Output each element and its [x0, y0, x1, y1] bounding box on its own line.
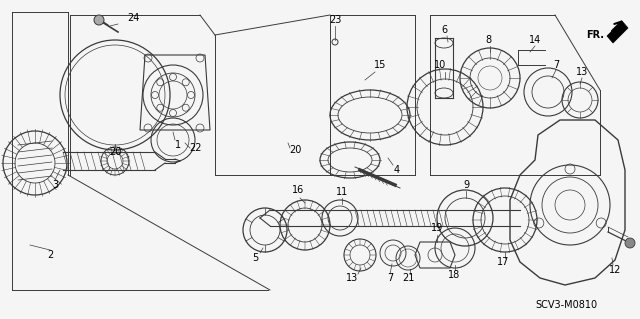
Text: 7: 7 — [553, 60, 559, 70]
Text: 16: 16 — [292, 185, 304, 195]
Text: 14: 14 — [529, 35, 541, 45]
Text: 21: 21 — [402, 273, 414, 283]
Text: 22: 22 — [189, 143, 201, 153]
Polygon shape — [607, 21, 628, 43]
Text: 20: 20 — [289, 145, 301, 155]
Text: 18: 18 — [448, 270, 460, 280]
Text: 13: 13 — [346, 273, 358, 283]
Text: 3: 3 — [52, 180, 58, 190]
Text: 9: 9 — [463, 180, 469, 190]
Text: 12: 12 — [609, 265, 621, 275]
Text: 2: 2 — [47, 250, 53, 260]
Text: 20: 20 — [109, 147, 121, 157]
Text: 24: 24 — [127, 13, 139, 23]
Text: 17: 17 — [497, 257, 509, 267]
Text: 5: 5 — [252, 253, 258, 263]
Text: FR.: FR. — [586, 30, 604, 40]
Text: 11: 11 — [336, 187, 348, 197]
Text: 4: 4 — [394, 165, 400, 175]
Circle shape — [94, 15, 104, 25]
Text: 10: 10 — [434, 60, 446, 70]
Text: 15: 15 — [374, 60, 386, 70]
Text: 8: 8 — [485, 35, 491, 45]
Text: 6: 6 — [441, 25, 447, 35]
Circle shape — [625, 238, 635, 248]
Text: 7: 7 — [387, 273, 393, 283]
Text: 13: 13 — [576, 67, 588, 77]
Text: 19: 19 — [431, 223, 443, 233]
Text: 1: 1 — [175, 140, 181, 150]
Text: SCV3-M0810: SCV3-M0810 — [535, 300, 597, 310]
Text: 23: 23 — [329, 15, 341, 25]
